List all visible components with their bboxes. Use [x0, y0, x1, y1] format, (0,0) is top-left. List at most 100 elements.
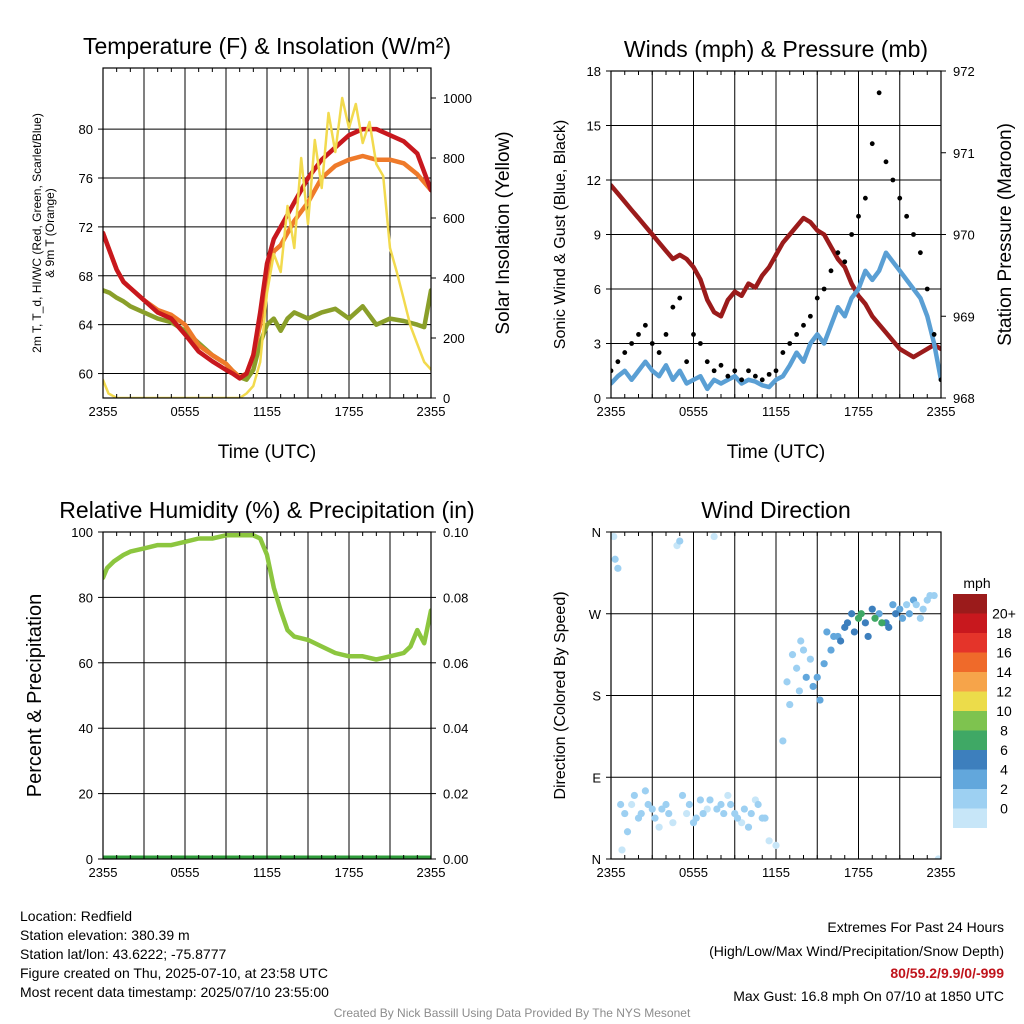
temperature-series-3 [103, 96, 431, 398]
winds-y2tick-label: 971 [953, 146, 975, 161]
direction-point [617, 800, 625, 809]
direction-colorbar-swatch [953, 672, 987, 692]
winds-gust-point [773, 368, 779, 374]
winds-title: Winds (mph) & Pressure (mb) [624, 36, 928, 62]
temperature-plot-area [103, 96, 431, 398]
direction-point [919, 605, 927, 613]
direction-point [786, 700, 794, 709]
humidity-ytick-label: 0 [86, 852, 93, 867]
latlon-label: Station lat/lon: 43.6222; -75.8777 [20, 946, 227, 962]
direction-point [628, 800, 636, 809]
direction-point [926, 591, 934, 600]
temperature-y2tick-label: 0 [443, 391, 450, 406]
direction-point [733, 814, 742, 822]
winds-gust-point [835, 250, 841, 256]
temperature-series-0 [103, 288, 431, 382]
direction-point [889, 601, 897, 609]
winds-gust-point [897, 195, 903, 201]
humidity-series-0 [103, 533, 431, 662]
winds-gust-point [759, 377, 765, 383]
winds-gust-point [636, 332, 641, 337]
direction-point [621, 809, 629, 818]
direction-colorbar-label: 14 [996, 664, 1012, 680]
winds-xtick-label: 1755 [844, 404, 873, 419]
direction-point [772, 841, 780, 849]
temperature-xtick-label: 2355 [89, 404, 118, 419]
direction-colorbar-swatch [953, 652, 987, 672]
direction-point [820, 660, 828, 668]
direction-point [802, 673, 810, 681]
winds-ytick-label: 18 [587, 64, 601, 79]
winds-ytick-label: 6 [594, 282, 601, 297]
direction-point [898, 614, 907, 622]
direction-colorbar-label: 2 [1000, 781, 1008, 797]
winds-gust-point [801, 322, 806, 328]
humidity-xtick-label: 1755 [335, 865, 364, 880]
extremes-title: Extremes For Past 24 Hours [827, 919, 1004, 935]
direction-point [848, 610, 856, 618]
direction-ytick-label: S [592, 689, 601, 704]
direction-point [710, 532, 718, 541]
winds-gust-point [663, 332, 669, 337]
temperature-xtick-label: 2355 [417, 404, 446, 419]
direction-colorbar-label: 4 [1000, 762, 1008, 778]
winds-y2tick-label: 969 [953, 309, 975, 324]
winds-gust-point [649, 341, 655, 346]
humidity-ylabel: Percent & Precipitation [24, 594, 46, 797]
direction-point [868, 605, 876, 613]
created-label: Figure created on Thu, 2025-07-10, at 23… [20, 965, 328, 981]
direction-colorbar-swatch [953, 691, 987, 711]
winds-gust-point [656, 350, 662, 355]
winds-xtick-label: 1155 [762, 404, 790, 419]
direction-point [720, 809, 728, 818]
direction-point [864, 632, 872, 641]
winds-gust-point [746, 368, 751, 374]
direction-point [788, 651, 797, 659]
humidity-ytick-label: 100 [71, 525, 93, 540]
direction-ytick-label: N [592, 525, 601, 540]
direction-point [744, 823, 753, 831]
temperature-title: Temperature (F) & Insolation (W/m²) [83, 33, 451, 59]
humidity-xtick-label: 2355 [89, 865, 118, 880]
humidity-ytick-label: 40 [79, 721, 93, 736]
temperature-ytick-label: 68 [79, 269, 93, 284]
direction-point [823, 628, 831, 636]
winds-y2tick-label: 972 [953, 64, 975, 79]
direction-ytick-label: N [592, 852, 601, 867]
direction-colorbar-label: 12 [996, 684, 1012, 700]
winds-gust-point [684, 359, 690, 365]
winds-gust-point [911, 232, 916, 237]
winds-ytick-label: 12 [587, 173, 601, 188]
winds-gust-point [794, 332, 800, 337]
direction-point [724, 791, 732, 800]
winds-y2tick-label: 970 [953, 228, 975, 243]
direction-plot-area [611, 532, 941, 859]
direction-colorbar-label: 6 [1000, 742, 1008, 758]
winds-xtick-label: 0555 [679, 404, 708, 419]
direction-xtick-label: 2355 [597, 865, 626, 880]
direction-point [754, 800, 762, 809]
direction-point [623, 828, 632, 836]
direction-colorbar-label: 20+ [992, 606, 1016, 622]
extremes-values: 80/59.2/9.9/0/-999 [890, 965, 1004, 981]
direction-point [637, 809, 645, 818]
direction-colorbar-label: 0 [1000, 801, 1008, 817]
credit-label: Created By Nick Bassill Using Data Provi… [333, 1006, 691, 1020]
winds-gust-point [622, 350, 628, 355]
direction-point [934, 855, 941, 859]
direction-point [903, 601, 911, 609]
winds-gust-point [732, 368, 738, 374]
winds-gust-point [704, 359, 710, 365]
humidity-y2tick-label: 0.00 [443, 852, 468, 867]
direction-point [830, 632, 838, 641]
winds-gust-point [677, 295, 683, 301]
humidity-ytick-label: 80 [79, 590, 93, 605]
extremes-legend: (High/Low/Max Wind/Precipitation/Snow De… [709, 943, 1004, 959]
max-gust-label: Max Gust: 16.8 mph On 07/10 at 1850 UTC [733, 988, 1004, 1004]
winds-gust-point [876, 90, 882, 96]
temperature-y2tick-label: 800 [443, 151, 465, 166]
winds-gust-point [615, 359, 621, 365]
humidity-y2tick-label: 0.06 [443, 656, 468, 671]
direction-colorbar-swatch [953, 808, 987, 828]
